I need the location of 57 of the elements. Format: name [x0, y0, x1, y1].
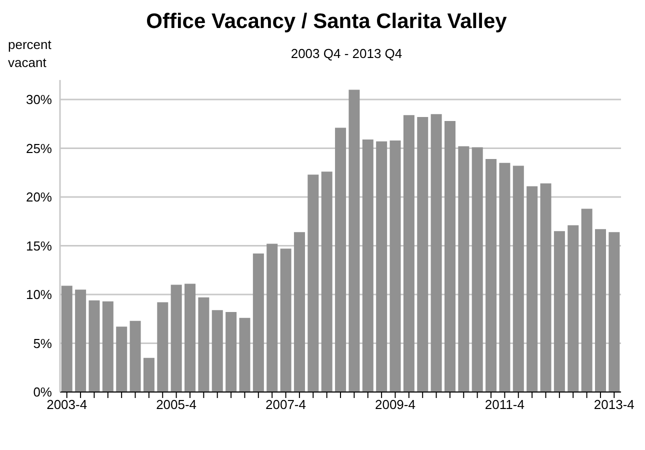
- bar: [266, 244, 278, 392]
- bar: [403, 115, 414, 392]
- bar: [430, 114, 442, 392]
- bar: [608, 232, 620, 392]
- bar: [280, 248, 292, 392]
- bar: [568, 225, 579, 392]
- bar: [294, 232, 305, 392]
- bar: [102, 301, 114, 392]
- y-tick-label: 10%: [26, 287, 52, 302]
- bar: [239, 318, 250, 392]
- bar: [526, 186, 538, 392]
- bar: [362, 139, 374, 392]
- bar: [198, 297, 210, 392]
- x-tick-label: 2003-4: [46, 397, 88, 412]
- bar: [417, 117, 428, 392]
- bar: [335, 128, 346, 392]
- bar: [61, 286, 72, 392]
- bar: [486, 158, 497, 392]
- bar: [116, 326, 128, 392]
- bar: [75, 290, 86, 392]
- bar: [321, 172, 332, 392]
- y-tick-label: 5%: [33, 336, 52, 351]
- x-tick-label: 2013-4: [594, 397, 634, 412]
- bar: [184, 284, 196, 392]
- bar: [157, 302, 168, 392]
- bar: [252, 254, 264, 392]
- y-tick-label: 25%: [26, 140, 52, 156]
- x-tick-label: 2007-4: [266, 397, 306, 412]
- x-tick-label: 2011-4: [484, 397, 524, 412]
- bar: [444, 120, 456, 392]
- y-tick-label: 15%: [26, 238, 52, 254]
- bar: [348, 90, 360, 392]
- bar: [458, 146, 470, 392]
- bar: [512, 166, 524, 392]
- bar: [308, 174, 319, 392]
- bar: [581, 208, 592, 392]
- bar: [376, 141, 388, 392]
- x-tick-label: 2005-4: [156, 397, 197, 412]
- bar: [212, 310, 223, 392]
- bar: [554, 231, 565, 392]
- y-axis-title: percent vacant: [8, 36, 52, 72]
- bar: [472, 147, 483, 392]
- x-tick-label: 2009-4: [374, 397, 416, 412]
- y-tick-label: 30%: [26, 92, 52, 108]
- chart-title: Office Vacancy / Santa Clarita Valley: [145, 10, 508, 34]
- bar: [170, 284, 182, 392]
- bar: [143, 358, 154, 392]
- bar: [499, 162, 510, 392]
- bar: [226, 312, 237, 392]
- y-tick-label: 20%: [26, 190, 52, 205]
- bar: [130, 320, 141, 392]
- bar: [595, 229, 606, 392]
- bar: [540, 183, 552, 392]
- y-tick-label: 0%: [33, 384, 52, 400]
- bar: [88, 300, 100, 392]
- chart-subtitle: 2003 Q4 - 2013 Q4: [290, 46, 402, 61]
- bar: [390, 140, 401, 392]
